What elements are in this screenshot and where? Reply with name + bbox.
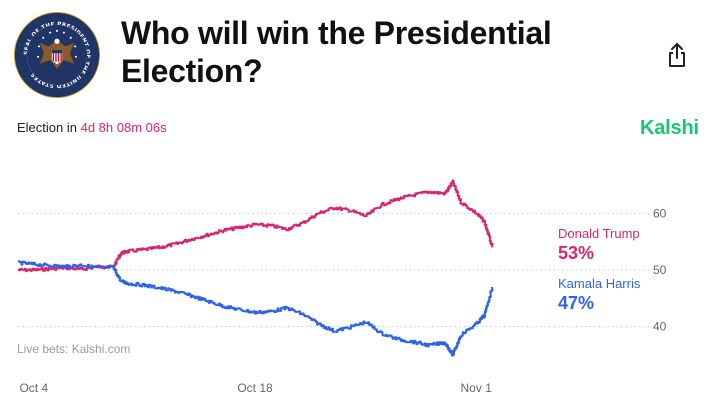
y-tick-label: 40 [653,320,667,334]
x-tick-label: Oct 4 [19,381,48,395]
kalshi-logo[interactable]: Kalshi [640,117,699,139]
series-name-label: Kamala Harris [558,276,641,291]
page-title: Who will win the Presidential Election? [121,15,552,89]
share-icon[interactable] [665,42,689,68]
x-tick-label: Nov 1 [461,381,493,395]
presidential-seal-logo: SEAL OF THE PRESIDENT OF THE UNITED STAT… [14,12,100,98]
series-value-label: 53% [558,243,594,263]
x-tick-label: Oct 18 [237,381,273,395]
series-line-trump [18,179,494,273]
y-tick-label: 50 [653,263,667,277]
odds-line-chart: 40 50 60 Oct 4 Oct 18 Nov 1 Live bets: Kalshi.… [17,179,667,395]
watermark-label: Live bets: Kalshi.com [17,342,130,356]
series-value-label: 47% [558,293,594,313]
y-tick-label: 60 [653,206,667,220]
countdown-label: Election in [17,120,77,135]
countdown-timer: 4d 8h 08m 06s [80,120,167,135]
election-countdown: Election in 4d 8h 08m 06s [17,120,167,135]
series-line-harris [18,260,494,357]
series-name-label: Donald Trump [558,226,640,241]
